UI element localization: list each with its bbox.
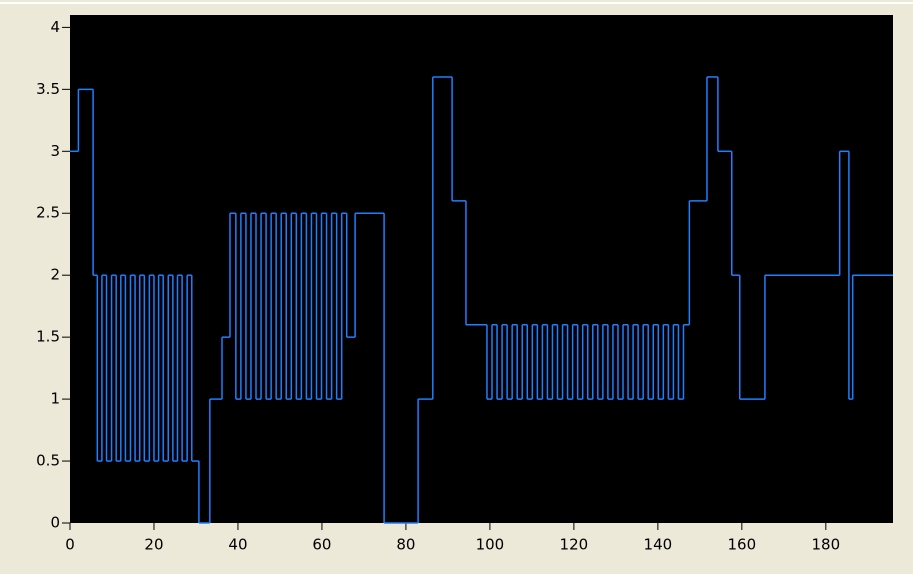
y-tick-label: 2 [50,266,60,284]
x-tick-label: 40 [228,536,247,554]
y-tick-label: 1 [50,390,60,408]
x-tick-label: 160 [728,536,757,554]
plot-area [70,15,893,523]
x-tick-label: 100 [476,536,505,554]
y-tick-label: 0.5 [36,452,60,470]
y-tick-label: 2.5 [36,204,60,222]
x-tick-label: 120 [560,536,589,554]
x-tick-label: 80 [396,536,415,554]
x-tick-label: 20 [144,536,163,554]
x-tick-label: 180 [811,536,840,554]
x-tick-label: 140 [644,536,673,554]
x-tick-label: 0 [65,536,75,554]
y-tick-label: 3 [50,142,60,160]
y-tick-label: 4 [50,18,60,36]
x-tick-label: 60 [312,536,331,554]
y-tick-label: 0 [50,514,60,532]
y-tick-label: 1.5 [36,328,60,346]
y-tick-label: 3.5 [36,80,60,98]
